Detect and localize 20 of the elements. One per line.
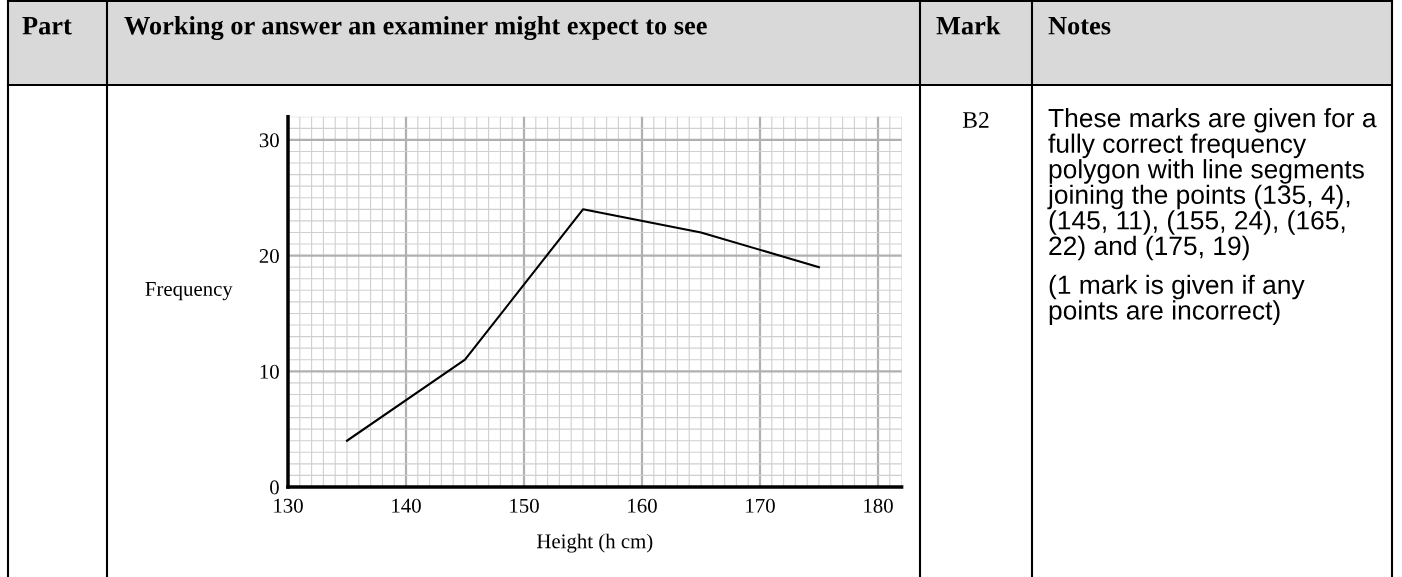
text: These marks are given for a fully correct frequency polygon with line segments joining the points (135, 4), (145, 11), (155, 24), (165, 22) and (175, 19) <box>1047 108 1377 261</box>
x-tick-label: 170 <box>746 498 775 513</box>
y-axis-title: Frequency <box>145 282 233 301</box>
x-tick-label: 160 <box>628 498 657 513</box>
y-tick-label: 10 <box>260 364 279 379</box>
text: Mark <box>936 16 1001 35</box>
text: B2 <box>962 112 989 128</box>
y-tick-label: 30 <box>259 133 279 148</box>
text: Part <box>22 17 72 35</box>
text: (1 mark is given if any points are incorrect) <box>1049 274 1305 325</box>
y-tick-label: 20 <box>259 248 279 264</box>
text: Notes <box>1048 17 1111 35</box>
x-tick-label: 130 <box>274 498 303 513</box>
x-tick-label: 150 <box>510 498 539 513</box>
x-tick-label: 180 <box>864 498 893 513</box>
x-axis-title: Height (h cm) <box>536 533 653 553</box>
line-series <box>345 208 821 442</box>
y-tick-label: 0 <box>270 480 279 495</box>
x-tick-label: 140 <box>392 498 421 513</box>
text: Working or answer an examiner might expect to see <box>124 15 707 41</box>
